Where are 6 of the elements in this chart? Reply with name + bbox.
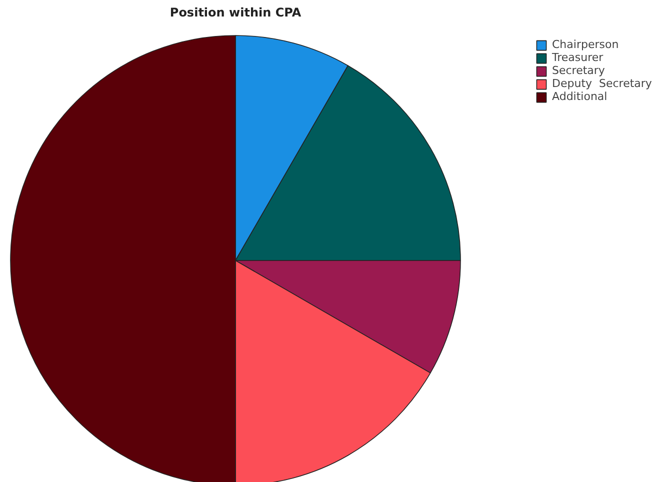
legend-label: Deputy Secretary <box>552 77 652 90</box>
legend-label: Treasurer <box>552 51 604 64</box>
legend-label: Additional <box>552 90 608 103</box>
chart-title: Position within CPA <box>170 6 302 20</box>
legend-label: Chairperson <box>552 38 619 51</box>
legend-label: Secretary <box>552 64 605 77</box>
